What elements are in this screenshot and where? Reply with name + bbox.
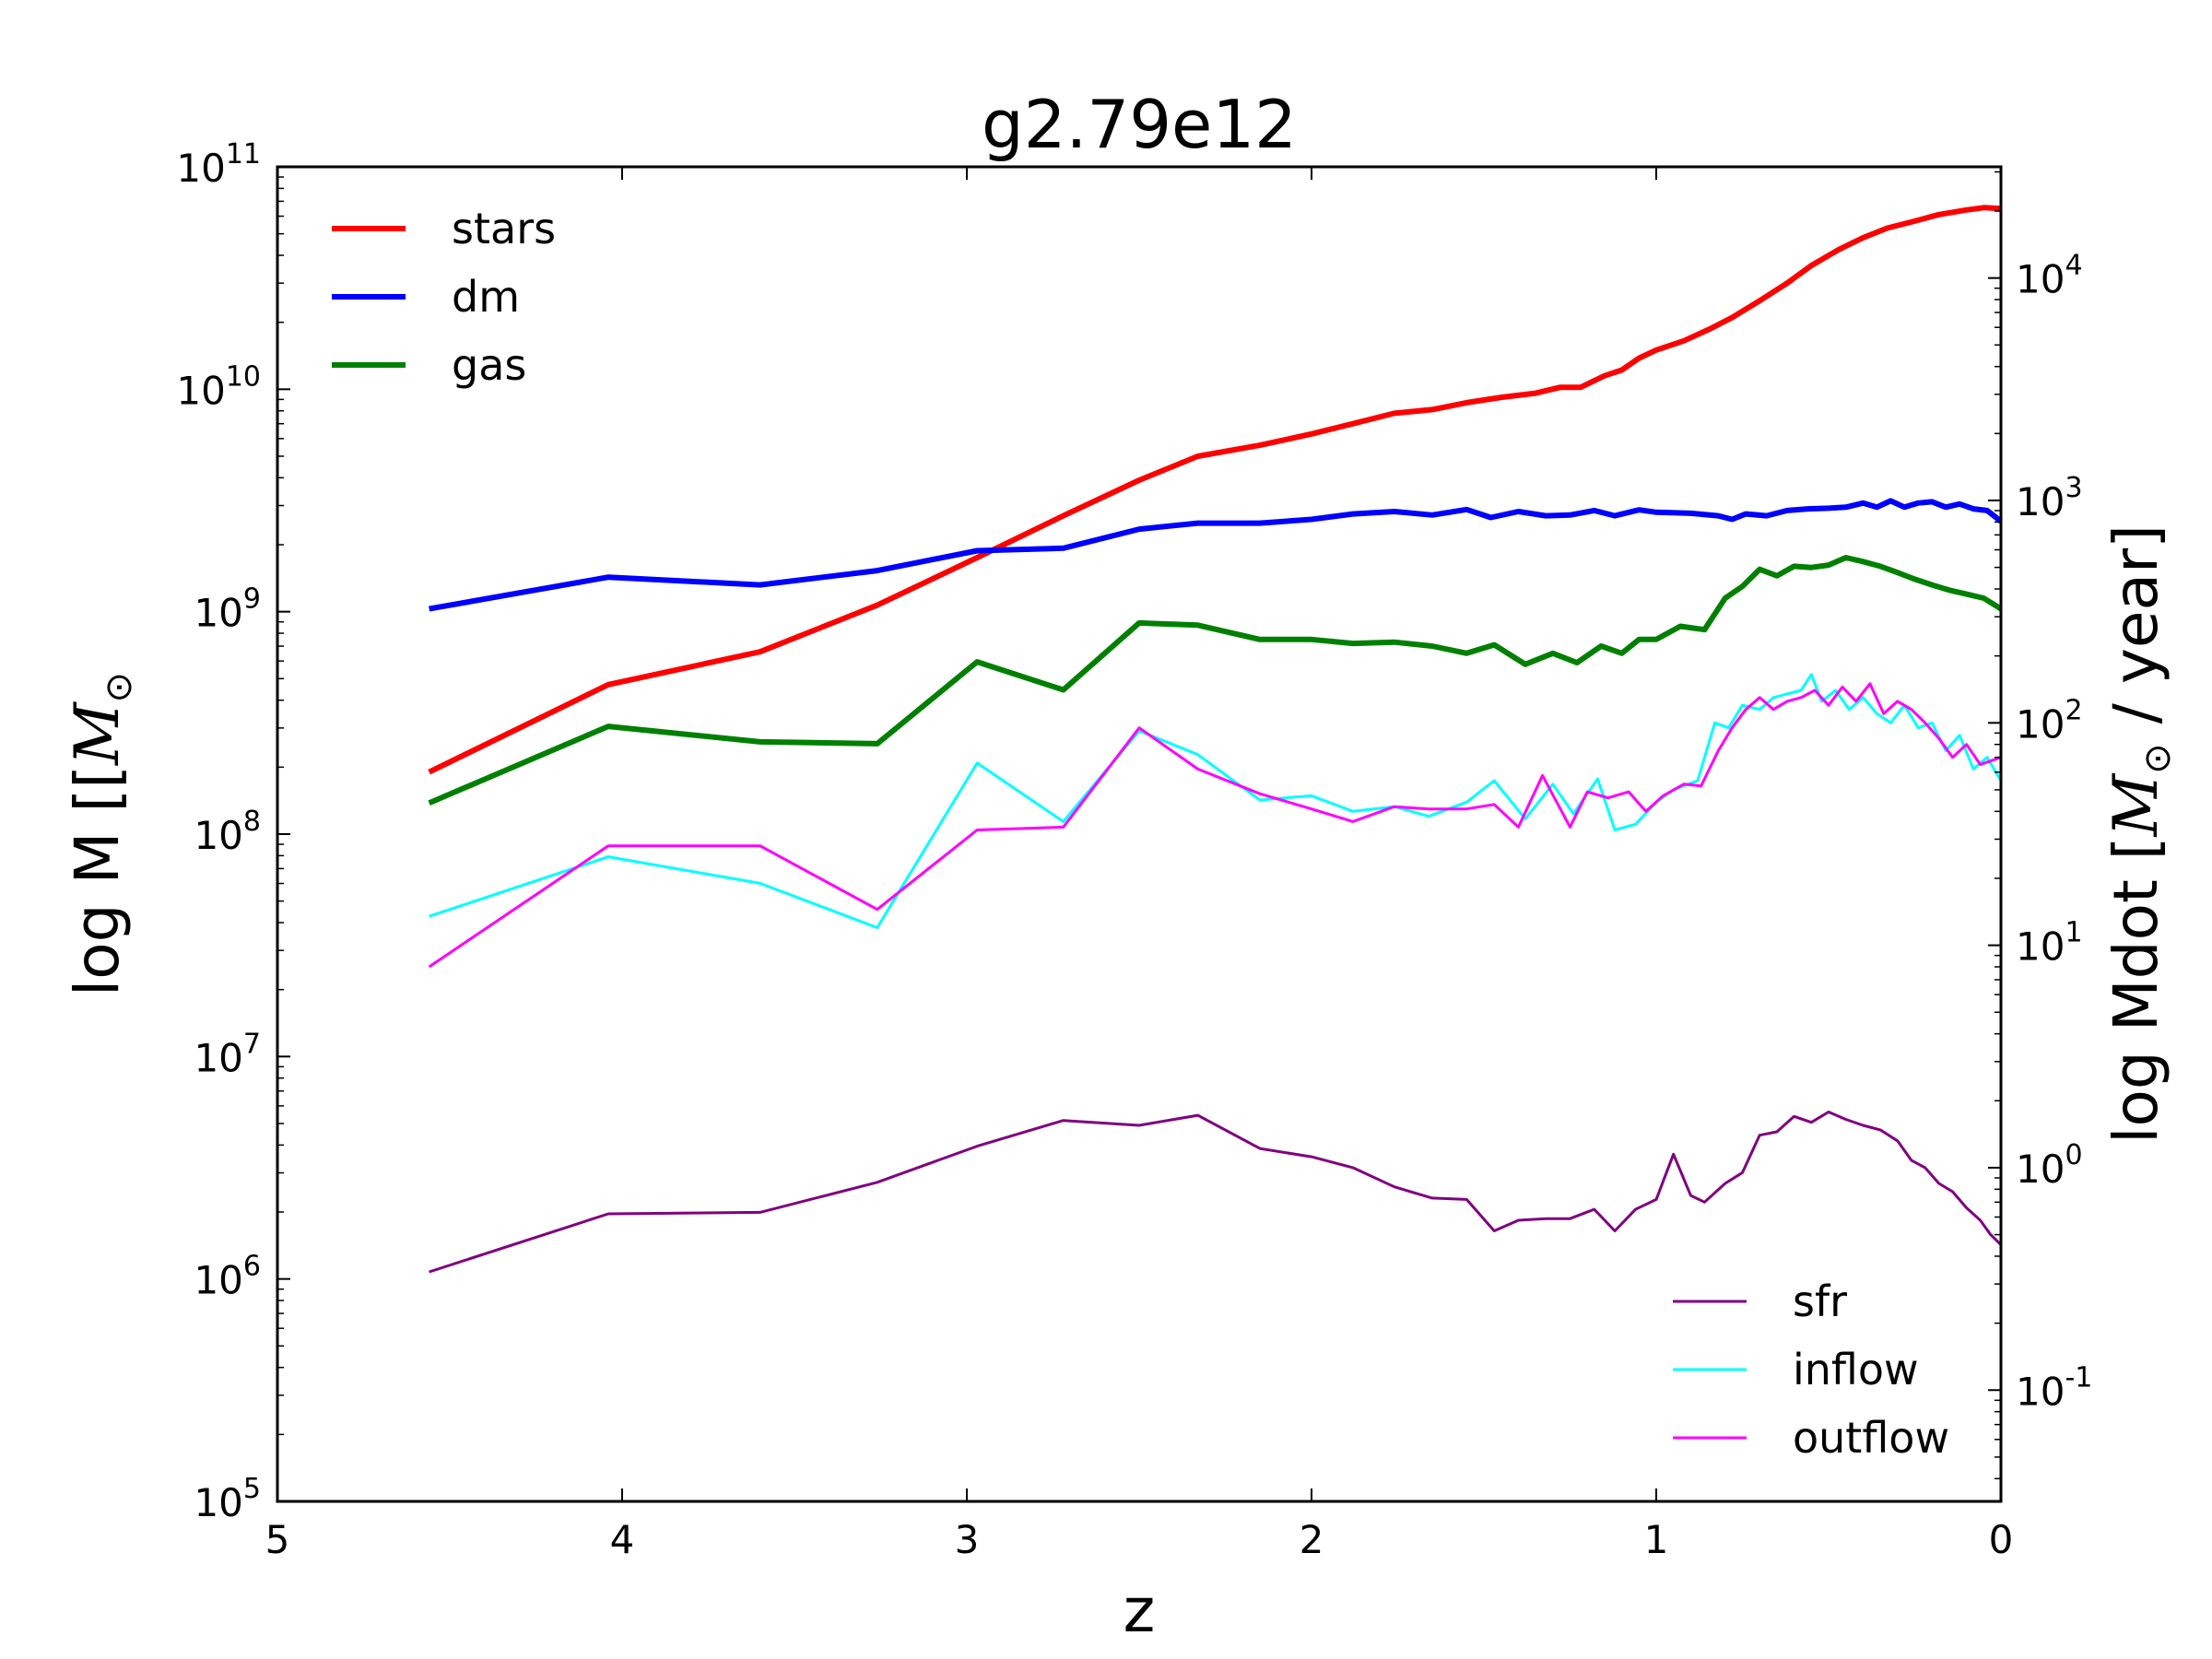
series-line-outflow bbox=[428, 682, 2002, 969]
y-right-label-sub: ⊙ bbox=[2136, 743, 2179, 774]
y-right-tick-label: 101 bbox=[2016, 917, 2083, 970]
y-right-tick-label: 10-1 bbox=[2016, 1361, 2092, 1414]
tick-layer: 5 4 3 2 1 0 105 106 107 108 109 1010 1011 10-1 100 101 1… bbox=[176, 138, 2092, 1562]
y-right-tick-label: 103 bbox=[2016, 472, 2083, 524]
y-left-label-math: M bbox=[62, 701, 133, 766]
series-line-sfr bbox=[429, 1111, 2003, 1274]
y-left-tick-label: 109 bbox=[194, 583, 261, 636]
legend-label-dm: dm bbox=[452, 272, 520, 322]
y-right-tick-label: 100 bbox=[2016, 1139, 2083, 1192]
y-left-tick-label: 108 bbox=[194, 806, 261, 858]
legend-rates: sfr inflow outflow bbox=[1673, 1277, 1949, 1463]
chart-title: g2.79e12 bbox=[982, 86, 1297, 163]
y-left-tick-label: 1010 bbox=[176, 360, 261, 413]
x-tick-label: 1 bbox=[1644, 1517, 1669, 1562]
legend-label-stars: stars bbox=[452, 204, 556, 253]
x-tick-label: 3 bbox=[955, 1517, 980, 1562]
y-right-tick-label: 102 bbox=[2016, 694, 2083, 747]
series-line-gas bbox=[428, 555, 2003, 806]
y-axis-right-label: log Mdot [M⊙ / year] bbox=[2100, 524, 2179, 1144]
legend-label-sfr: sfr bbox=[1793, 1277, 1847, 1326]
x-tick-label: 0 bbox=[1989, 1517, 2014, 1562]
series-layer bbox=[428, 205, 2003, 1274]
y-left-label-sub: ⊙ bbox=[98, 672, 140, 703]
y-right-tick-label: 104 bbox=[2016, 250, 2083, 302]
series-line-stars bbox=[428, 205, 2002, 775]
y-left-label-text: log M [[ bbox=[62, 765, 133, 996]
legend-label-outflow: outflow bbox=[1793, 1413, 1949, 1463]
y-right-label-text: log Mdot [ bbox=[2100, 836, 2171, 1143]
y-right-label-tail: / year] bbox=[2100, 524, 2171, 743]
y-axis-left-label: log M [[M⊙ bbox=[62, 672, 140, 996]
y-left-tick-label: 105 bbox=[194, 1473, 261, 1525]
series-line-dm bbox=[429, 498, 2003, 612]
legend-label-inflow: inflow bbox=[1793, 1345, 1919, 1394]
y-left-tick-label: 1011 bbox=[176, 138, 261, 191]
x-tick-label: 2 bbox=[1300, 1517, 1324, 1562]
y-right-label-math: M bbox=[2100, 772, 2171, 837]
legend-label-gas: gas bbox=[452, 340, 526, 390]
x-tick-label: 4 bbox=[610, 1517, 635, 1562]
y-left-tick-label: 106 bbox=[194, 1251, 261, 1303]
legend-mass: stars dm gas bbox=[332, 204, 556, 390]
x-axis-label: z bbox=[1124, 1575, 1156, 1646]
x-tick-label: 5 bbox=[265, 1517, 290, 1562]
y-left-tick-label: 107 bbox=[194, 1028, 261, 1080]
